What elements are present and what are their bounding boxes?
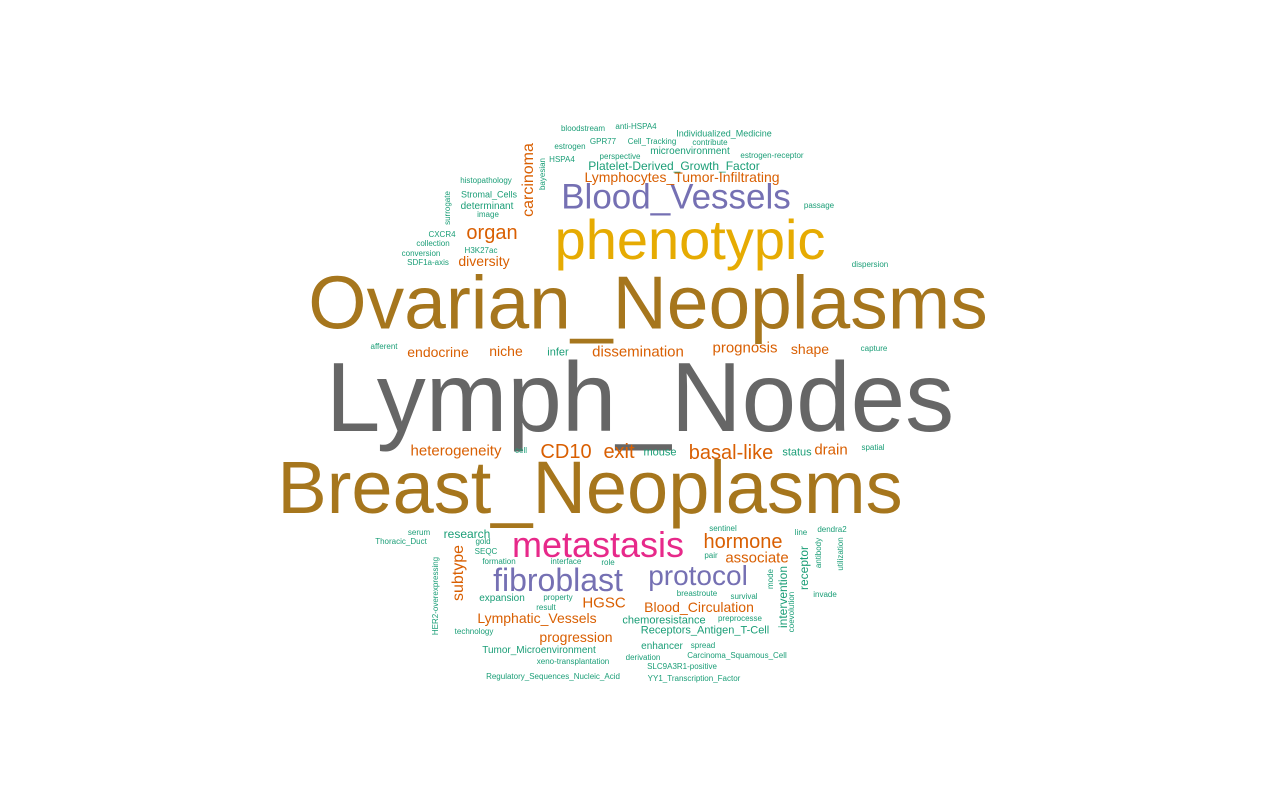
word-sentinel: sentinel xyxy=(709,524,737,533)
word-cell-tracking: Cell_Tracking xyxy=(627,137,677,146)
word-h3k27ac: H3K27ac xyxy=(464,246,498,255)
word-perspective: perspective xyxy=(599,152,641,161)
word-estrogen-receptor: estrogen-receptor xyxy=(740,151,804,160)
word-slc9a3r1: SLC9A3R1-positive xyxy=(647,662,717,671)
word-prognosis: prognosis xyxy=(712,339,778,357)
word-utilization: utilization xyxy=(836,537,845,571)
word-mode: mode xyxy=(766,568,775,590)
word-enhancer: enhancer xyxy=(641,641,683,652)
word-collection: collection xyxy=(416,239,450,248)
word-interface: interface xyxy=(550,557,582,566)
word-survival: survival xyxy=(730,592,758,601)
word-progression: progression xyxy=(539,629,613,645)
word-cxcr4: CXCR4 xyxy=(428,230,456,239)
word-blood-circulation: Blood_Circulation xyxy=(644,599,754,615)
word-pair: pair xyxy=(704,551,718,560)
word-conversion: conversion xyxy=(401,249,441,258)
word-diversity: diversity xyxy=(458,253,510,269)
word-thoracic-duct: Thoracic_Duct xyxy=(375,537,427,546)
word-hormone: hormone xyxy=(703,531,783,553)
word-serum: serum xyxy=(407,528,431,537)
word-property: property xyxy=(543,593,573,602)
word-lymphocytes: Lymphocytes_Tumor-Infiltrating xyxy=(584,169,780,185)
word-expansion: expansion xyxy=(479,593,525,604)
word-fibroblast: fibroblast xyxy=(493,562,623,598)
word-xeno: xeno-transplantation xyxy=(536,657,610,666)
word-microenvironment: microenvironment xyxy=(650,146,730,157)
word-organ: organ xyxy=(466,222,518,244)
word-regulatory: Regulatory_Sequences_Nucleic_Acid xyxy=(486,672,620,681)
word-subtype: subtype xyxy=(450,544,467,602)
word-protocol: protocol xyxy=(648,560,748,591)
word-capture: capture xyxy=(860,344,888,353)
word-antibody: antibody xyxy=(814,537,823,569)
word-anti-hspa4: anti-HSPA4 xyxy=(615,122,657,131)
word-gold: gold xyxy=(475,537,491,546)
word-formation: formation xyxy=(482,557,516,566)
word-dissemination: dissemination xyxy=(592,343,684,361)
word-tumor-microenvironment: Tumor_Microenvironment xyxy=(482,645,596,656)
word-basal-like: basal-like xyxy=(688,442,774,464)
word-technology: technology xyxy=(454,627,494,636)
word-bloodstream: bloodstream xyxy=(560,124,606,133)
word-carcinoma: carcinoma xyxy=(520,143,537,217)
word-blood-vessels: Blood_Vessels xyxy=(561,177,791,217)
word-breastroute: breastroute xyxy=(676,589,718,598)
word-yy1: YY1_Transcription_Factor xyxy=(647,674,741,683)
word-endocrine: endocrine xyxy=(407,344,469,360)
word-mouse: mouse xyxy=(643,446,677,459)
word-image: image xyxy=(477,210,499,219)
word-infer: infer xyxy=(547,346,569,359)
word-hspa4: HSPA4 xyxy=(549,155,575,164)
word-lymph-nodes: Lymph_Nodes xyxy=(325,342,955,452)
word-individualized-medicine: Individualized_Medicine xyxy=(676,128,772,139)
word-gpr77: GPR77 xyxy=(589,137,617,146)
word-role: role xyxy=(601,558,615,567)
word-her2: HER2-overexpressing xyxy=(431,556,440,636)
word-receptors-antigen: Receptors_Antigen_T-Cell xyxy=(640,624,770,637)
word-shape: shape xyxy=(790,341,830,357)
word-bayesian: bayesian xyxy=(538,157,547,191)
word-coevolution: coevolution xyxy=(787,591,796,633)
word-preprocesse: preprocesse xyxy=(717,614,763,623)
word-carcinoma-squamous: Carcinoma_Squamous_Cell xyxy=(687,651,787,660)
word-drain: drain xyxy=(814,441,848,459)
word-phenotypic: phenotypic xyxy=(554,208,826,271)
word-hgsc: HGSC xyxy=(582,594,626,612)
word-status: status xyxy=(782,446,812,459)
word-determinant: determinant xyxy=(460,201,514,212)
word-lymphatic-vessels: Lymphatic_Vessels xyxy=(477,610,597,626)
word-research: research xyxy=(443,527,491,541)
word-seqc: SEQC xyxy=(474,547,498,556)
word-associate: associate xyxy=(725,549,789,567)
word-cd10: CD10 xyxy=(540,441,592,463)
word-niche: niche xyxy=(489,343,523,359)
word-breast-neoplasms: Breast_Neoplasms xyxy=(277,446,903,529)
word-spread: spread xyxy=(690,641,716,650)
word-invade: invade xyxy=(813,590,837,599)
word-result: result xyxy=(536,603,556,612)
word-pdgf: Platelet-Derived_Growth_Factor xyxy=(588,159,760,173)
word-chemoresistance: chemoresistance xyxy=(622,614,706,627)
word-afferent: afferent xyxy=(370,342,398,351)
word-stromal-cells: Stromal_Cells xyxy=(460,189,518,200)
word-passage: passage xyxy=(803,201,835,210)
word-line: line xyxy=(794,528,808,537)
word-dendra2: dendra2 xyxy=(817,525,847,534)
word-derivation: derivation xyxy=(625,653,661,662)
word-estrogen: estrogen xyxy=(554,142,586,151)
word-dispersion: dispersion xyxy=(851,260,889,269)
word-ovarian-neoplasms: Ovarian_Neoplasms xyxy=(308,260,988,345)
word-cell: cell xyxy=(514,446,528,455)
word-receptor: receptor xyxy=(797,545,811,591)
word-contribute: contribute xyxy=(692,138,728,147)
word-surrogate: surrogate xyxy=(443,191,452,225)
word-heterogeneity: heterogeneity xyxy=(410,442,502,460)
word-histopathology: histopathology xyxy=(460,176,512,185)
word-metastasis: metastasis xyxy=(511,524,685,565)
word-diversity-sdf: SDF1a-axis xyxy=(407,258,449,267)
word-spatial: spatial xyxy=(861,443,885,452)
word-exit: exit xyxy=(603,441,635,463)
